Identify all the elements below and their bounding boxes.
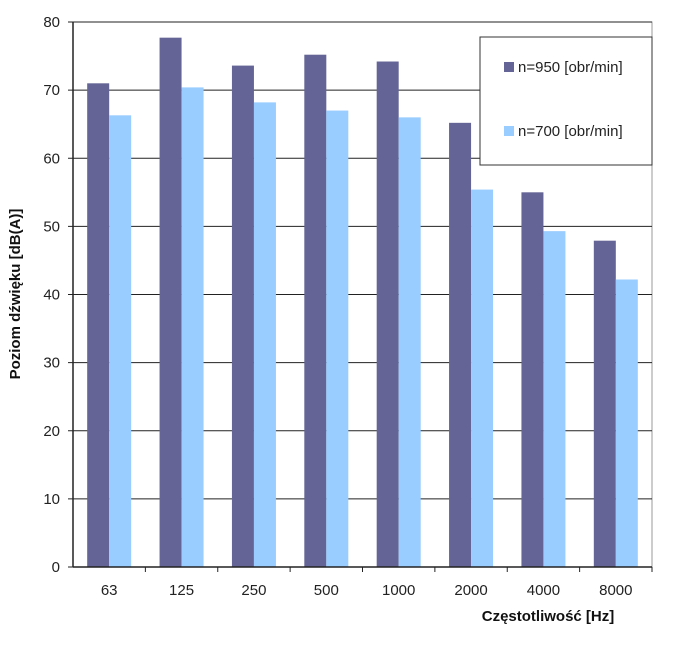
x-axis-label: Częstotliwość [Hz] (482, 608, 615, 625)
x-tick-label: 125 (169, 582, 194, 599)
bar-n950-125 (159, 37, 182, 567)
legend-swatch-n700 (504, 126, 514, 136)
x-tick-label: 8000 (599, 582, 632, 599)
y-tick-label: 30 (43, 355, 60, 372)
legend: n=950 [obr/min] n=700 [obr/min] (479, 36, 653, 166)
x-tick-label: 63 (101, 582, 118, 599)
bar-n700-63 (109, 115, 132, 568)
y-tick-label: 40 (43, 287, 60, 304)
x-tick-label: 250 (241, 582, 266, 599)
y-tick-label: 70 (43, 82, 60, 99)
bar-n950-500 (304, 54, 327, 567)
x-tick-label: 500 (314, 582, 339, 599)
bar-n950-8000 (593, 240, 616, 567)
bar-n700-500 (326, 110, 349, 567)
bar-n950-2000 (449, 122, 472, 567)
y-tick-label: 0 (52, 559, 60, 576)
bar-n700-4000 (543, 231, 566, 568)
bar-n950-4000 (521, 192, 544, 567)
bar-n700-1000 (398, 117, 421, 567)
bar-n700-250 (253, 102, 276, 567)
y-tick-label: 20 (43, 423, 60, 440)
legend-swatch-n950 (504, 62, 514, 72)
x-tick-label: 1000 (382, 582, 415, 599)
y-tick-label: 10 (43, 491, 60, 508)
y-tick-label: 50 (43, 218, 60, 235)
y-axis-label: Poziom dźwięku [dB(A)] (7, 209, 24, 380)
y-tick-label: 60 (43, 150, 60, 167)
legend-label-n950: n=950 [obr/min] (518, 59, 623, 76)
y-tick-label: 80 (43, 14, 60, 31)
legend-label-n700: n=700 [obr/min] (518, 123, 623, 140)
bar-n700-2000 (471, 189, 494, 567)
bar-n700-125 (181, 87, 204, 568)
legend-box (479, 36, 653, 166)
x-tick-label: 4000 (527, 582, 560, 599)
bar-n950-1000 (376, 61, 399, 567)
x-tick-label: 2000 (454, 582, 487, 599)
bar-n950-63 (87, 83, 110, 567)
bar-n700-8000 (615, 279, 638, 567)
bar-n950-250 (231, 65, 254, 567)
